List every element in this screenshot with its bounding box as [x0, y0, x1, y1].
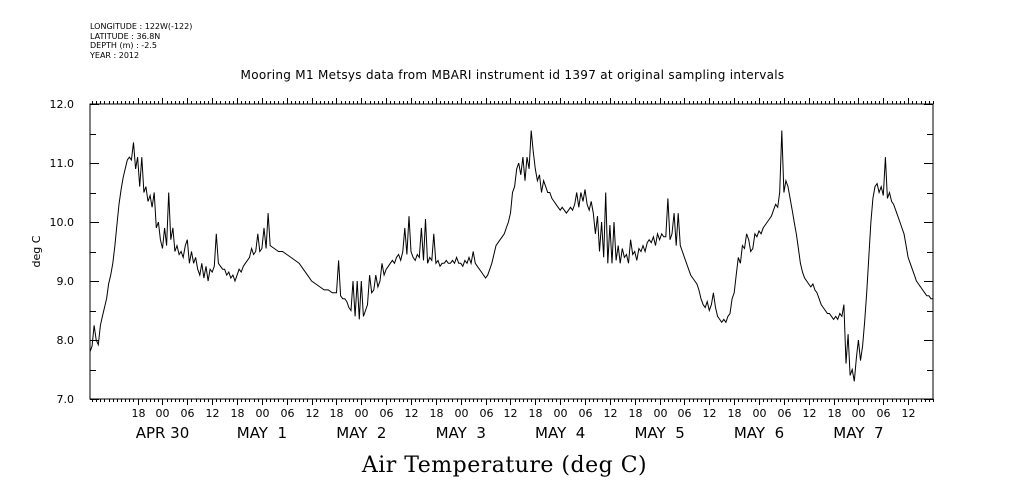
- series-line-0: [89, 130, 933, 382]
- y-axis-label: deg C: [30, 235, 43, 267]
- x-tick-label: 00: [455, 407, 469, 420]
- depth-text: DEPTH (m) : -2.5: [90, 41, 157, 50]
- x-day-label: MAY 4: [535, 424, 585, 442]
- x-day-label: MAY 7: [833, 424, 883, 442]
- x-tick-label: 06: [181, 407, 195, 420]
- x-tick-label: 18: [231, 407, 245, 420]
- x-tick-label: 00: [554, 407, 568, 420]
- x-tick-label: 18: [132, 407, 146, 420]
- major-ticks: [138, 98, 909, 405]
- x-tick-label: 12: [405, 407, 419, 420]
- x-tick-label: 06: [380, 407, 394, 420]
- x-tick-label: 06: [579, 407, 593, 420]
- year-text: YEAR : 2012: [90, 50, 140, 60]
- x-day-label: MAY 6: [734, 424, 784, 442]
- x-tick-label: 06: [281, 407, 295, 420]
- x-day-label: MAY 5: [634, 424, 684, 442]
- x-day-label: MAY 1: [237, 424, 287, 442]
- x-tick-label: 12: [703, 407, 717, 420]
- x-tick-label: 12: [803, 407, 817, 420]
- x-tick-label: 12: [504, 407, 518, 420]
- x-tick-label: 00: [256, 407, 270, 420]
- x-tick-label: 00: [852, 407, 866, 420]
- x-tick-label: 06: [480, 407, 494, 420]
- x-tick-label: 00: [156, 407, 170, 420]
- x-tick-label: 06: [678, 407, 692, 420]
- x-tick-label: 06: [877, 407, 891, 420]
- y-tick-label: 12.0: [50, 98, 75, 111]
- x-tick-label: 12: [902, 407, 916, 420]
- footer-label: Air Temperature (deg C): [361, 453, 648, 478]
- x-tick-label: 18: [629, 407, 643, 420]
- x-tick-label: 00: [654, 407, 668, 420]
- metadata-block: LONGITUDE : 122W(-122) LATITUDE : 36.8N …: [90, 22, 192, 60]
- x-day-label: APR 30: [136, 424, 190, 442]
- x-tick-label: 06: [778, 407, 792, 420]
- x-tick-label: 18: [529, 407, 543, 420]
- y-tick-label: 11.0: [50, 157, 75, 170]
- y-tick-label: 9.0: [57, 275, 75, 288]
- x-tick-label: 18: [330, 407, 344, 420]
- x-tick-label: 18: [728, 407, 742, 420]
- y-tick-label: 8.0: [57, 334, 75, 347]
- x-tick-label: 00: [753, 407, 767, 420]
- latitude-text: LATITUDE : 36.8N: [90, 31, 161, 41]
- x-tick-label: 12: [306, 407, 320, 420]
- plot-frame: [89, 103, 934, 400]
- y-ticks: [90, 104, 933, 400]
- x-day-label: MAY 3: [436, 424, 486, 442]
- y-tick-label: 10.0: [50, 216, 75, 229]
- chart-title: Mooring M1 Metsys data from MBARI instru…: [240, 68, 785, 82]
- x-tick-label: 00: [355, 407, 369, 420]
- x-tick-label: 18: [828, 407, 842, 420]
- x-day-label: MAY 2: [336, 424, 386, 442]
- longitude-text: LONGITUDE : 122W(-122): [90, 22, 193, 31]
- x-tick-label: 12: [206, 407, 220, 420]
- y-tick-label: 7.0: [57, 393, 75, 406]
- minor-ticks: [92, 101, 934, 402]
- x-tick-label: 12: [604, 407, 618, 420]
- x-tick-label: 18: [430, 407, 444, 420]
